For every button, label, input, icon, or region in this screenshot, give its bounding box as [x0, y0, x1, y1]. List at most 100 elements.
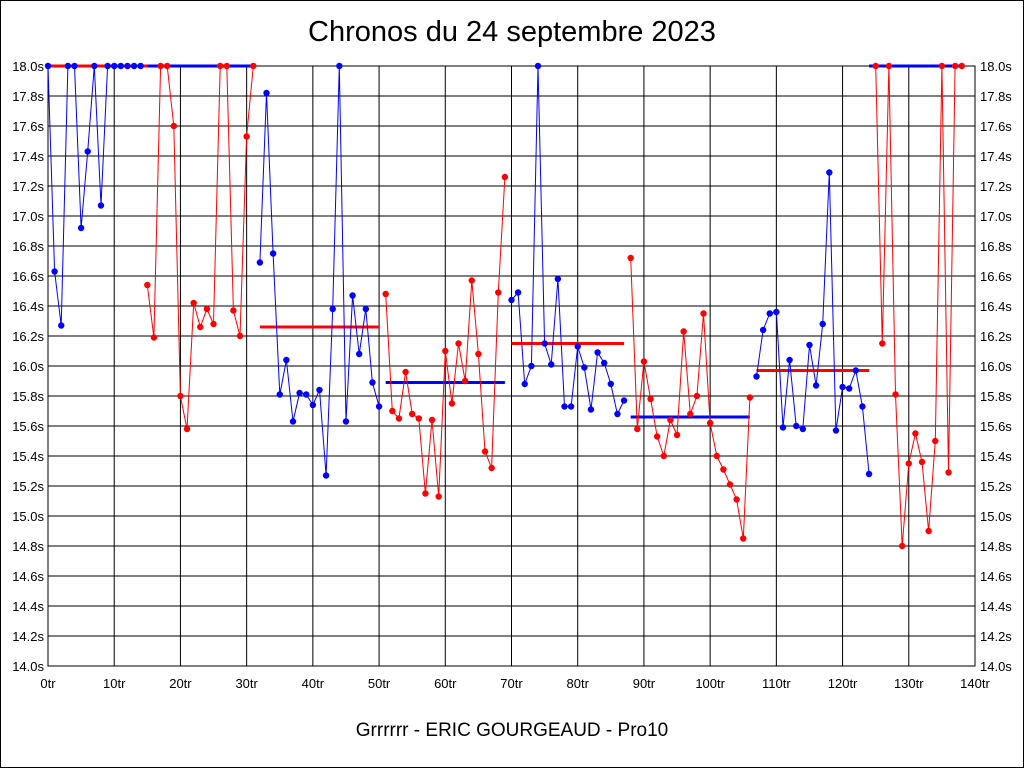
data-point	[812, 382, 820, 389]
data-point	[627, 254, 634, 262]
data-point	[786, 356, 793, 364]
data-point	[740, 535, 747, 542]
data-point	[395, 415, 403, 422]
data-point	[422, 490, 429, 497]
x-tick-label: 140tr	[960, 676, 990, 691]
data-point	[309, 401, 317, 409]
y-tick-label-right: 16.8s	[980, 239, 1012, 254]
data-point	[210, 320, 217, 328]
data-point	[819, 320, 826, 328]
data-point	[898, 542, 906, 550]
y-tick-label-right: 17.4s	[980, 149, 1012, 164]
data-point	[647, 395, 654, 403]
data-point	[296, 389, 303, 397]
data-point	[561, 403, 568, 410]
data-point	[514, 289, 522, 296]
y-tick-label-left: 14.4s	[12, 599, 44, 614]
data-point	[938, 62, 946, 70]
y-tick-label-left: 17.8s	[12, 89, 44, 104]
data-point	[402, 368, 409, 376]
data-point	[653, 433, 661, 440]
y-tick-label-right: 15.4s	[980, 449, 1012, 464]
y-tick-label-right: 14.6s	[980, 569, 1012, 584]
data-point	[223, 62, 230, 70]
y-tick-label-left: 16.8s	[12, 239, 44, 254]
series-line	[756, 172, 870, 475]
x-tick-label: 110tr	[762, 676, 791, 691]
x-tick-label: 30tr	[235, 676, 258, 691]
data-point	[58, 322, 65, 329]
y-tick-label-right: 16.0s	[980, 359, 1012, 374]
chart-title: Chronos du 24 septembre 2023	[308, 16, 716, 48]
data-point	[594, 349, 601, 356]
data-point	[130, 62, 138, 70]
data-point	[448, 400, 456, 407]
data-point	[51, 268, 58, 275]
data-point	[269, 250, 277, 257]
data-point	[369, 379, 376, 386]
series-line	[875, 65, 962, 547]
data-point	[163, 62, 171, 70]
y-tick-label-left: 14.0s	[12, 659, 44, 674]
data-point	[852, 367, 860, 374]
data-point	[601, 359, 608, 367]
data-point	[124, 62, 131, 70]
y-tick-label-right: 15.0s	[980, 509, 1012, 524]
x-tick-label: 0tr	[40, 676, 56, 691]
y-tick-label-right: 15.6s	[980, 419, 1012, 434]
data-point	[316, 386, 323, 394]
y-tick-label-right: 17.6s	[980, 119, 1012, 134]
data-point	[111, 62, 118, 70]
data-point	[660, 452, 667, 460]
data-point	[495, 289, 502, 296]
data-point	[766, 310, 773, 317]
x-tick-label: 60tr	[434, 676, 457, 691]
y-tick-label-left: 15.8s	[12, 389, 44, 404]
data-point	[190, 299, 197, 307]
y-tick-label-left: 15.0s	[12, 509, 44, 524]
series-line	[146, 65, 254, 430]
data-point	[137, 62, 144, 70]
data-point	[84, 148, 91, 155]
data-point	[885, 62, 893, 70]
data-point	[620, 397, 628, 404]
x-tick-label: 40tr	[302, 676, 325, 691]
data-point	[925, 527, 932, 535]
data-point	[408, 410, 416, 418]
data-point	[157, 62, 164, 70]
y-tick-label-left: 16.2s	[12, 329, 44, 344]
data-point	[879, 340, 886, 347]
data-point	[932, 437, 939, 445]
data-point	[693, 392, 701, 400]
data-point	[501, 173, 509, 181]
data-point	[799, 425, 807, 433]
data-point	[276, 391, 283, 398]
data-point	[839, 383, 846, 391]
data-point	[508, 296, 515, 304]
data-point	[263, 89, 270, 97]
data-point	[581, 364, 588, 371]
y-tick-label-left: 14.8s	[12, 539, 44, 554]
data-point	[667, 416, 674, 424]
data-point	[216, 62, 224, 70]
data-point	[336, 62, 343, 70]
y-tick-label-right: 14.0s	[980, 659, 1012, 674]
y-tick-label-right: 15.2s	[980, 479, 1012, 494]
y-tick-label-left: 16.0s	[12, 359, 44, 374]
data-point	[713, 452, 720, 460]
y-tick-label-right: 14.8s	[980, 539, 1012, 554]
data-point	[700, 310, 707, 317]
data-point	[859, 403, 866, 410]
series-line	[259, 65, 380, 476]
y-tick-label-left: 17.6s	[12, 119, 44, 134]
data-point	[289, 418, 297, 425]
data-point	[832, 427, 840, 434]
x-tick-label: 120tr	[828, 676, 858, 691]
x-tick-label: 130tr	[894, 676, 924, 691]
y-tick-label-right: 17.0s	[980, 209, 1012, 224]
data-point	[415, 415, 422, 422]
data-point	[706, 419, 714, 427]
y-tick-label-left: 18.0s	[12, 59, 44, 74]
y-tick-label-left: 15.6s	[12, 419, 44, 434]
y-tick-label-right: 16.2s	[980, 329, 1012, 344]
